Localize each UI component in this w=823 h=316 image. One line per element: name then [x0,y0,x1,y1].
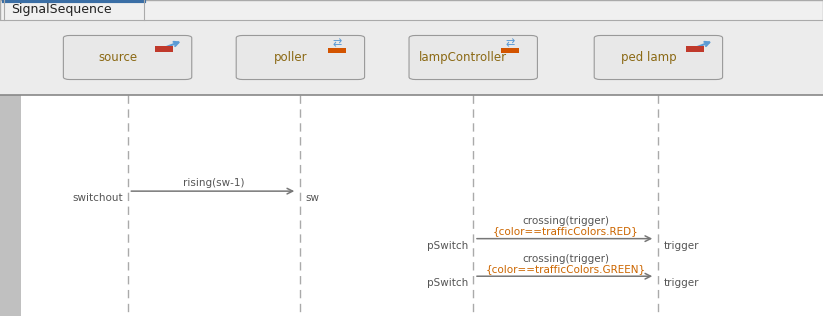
Text: ⇄: ⇄ [505,38,515,48]
Text: pSwitch: pSwitch [427,278,468,288]
Text: lampController: lampController [419,51,508,64]
Text: source: source [98,51,137,64]
Text: switchout: switchout [72,193,123,203]
Bar [501,48,519,53]
Bar [4,0,144,20]
Text: crossing(trigger): crossing(trigger) [523,216,609,226]
Bar [0,95,21,316]
Text: SignalSequence: SignalSequence [11,3,111,16]
Text: ⇄: ⇄ [332,38,342,48]
Text: rising(sw-1): rising(sw-1) [184,178,244,188]
Text: poller: poller [274,51,307,64]
Text: ped lamp: ped lamp [621,51,677,64]
FancyBboxPatch shape [409,35,537,80]
FancyBboxPatch shape [594,35,723,80]
Text: crossing(trigger): crossing(trigger) [523,253,609,264]
Bar [328,48,346,53]
Bar [0,95,823,316]
Text: trigger: trigger [663,278,699,288]
FancyBboxPatch shape [63,35,192,80]
Text: {color==trafficColors.GREEN}: {color==trafficColors.GREEN} [486,264,646,274]
Text: trigger: trigger [663,240,699,251]
Bar [155,46,173,52]
FancyBboxPatch shape [236,35,365,80]
Text: sw: sw [305,193,319,203]
Text: {color==trafficColors.RED}: {color==trafficColors.RED} [493,226,639,236]
Text: pSwitch: pSwitch [427,240,468,251]
Bar [686,46,704,52]
Bar [0,20,823,95]
